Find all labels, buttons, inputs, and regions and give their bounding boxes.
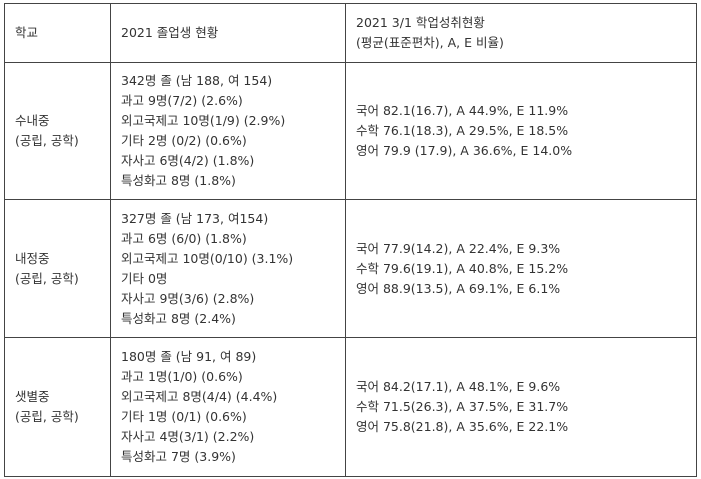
cell-line: 기타 0명 (121, 270, 168, 286)
table-cell: 샛별중 (공립, 공학) (4, 337, 111, 477)
cell-line: 영어 88.9(13.5), A 69.1%, E 6.1% (356, 280, 561, 296)
cell-line: 특성화고 8명 (2.4%) (121, 310, 236, 326)
cell-line: (공립, 공학) (15, 133, 79, 148)
cell-line: 자사고 9명(3/6) (2.8%) (121, 290, 255, 306)
table-cell: 2021 3/1 학업성취현황 (평균(표준편차), A, E 비율) (345, 3, 697, 63)
cell-line: 외고국제고 10명(1/9) (2.9%) (121, 113, 286, 128)
table-cell: 342명 졸 (남 188, 여 154) 과고 9명(7/2) (2.6%) 외고… (110, 62, 346, 200)
table-row: 내정중 (공립, 공학) 327명 졸 (남 173, 여154) 과고 6명 (6/… (4, 199, 697, 338)
cell-line: 2021 3/1 학업성취현황 (356, 15, 485, 30)
table-cell: 학교 (4, 3, 111, 63)
cell-line: 외고국제고 8명(4/4) (4.4%) (121, 389, 278, 404)
table-cell: 국어 82.1(16.7), A 44.9%, E 11.9% 수학 76.1(1… (345, 62, 697, 200)
cell-line: 샛별중 (15, 389, 50, 404)
cell-line: (공립, 공학) (15, 409, 79, 424)
header-row: 학교 2021 졸업생 현황 2021 3/1 학업성취현황 (평균(표준편차), A… (4, 3, 697, 63)
cell-line: 수학 76.1(18.3), A 29.5%, E 18.5% (356, 123, 569, 138)
cell-line: 자사고 6명(4/2) (1.8%) (121, 153, 255, 168)
cell-line: (공립, 공학) (15, 270, 79, 286)
cell-line: 국어 77.9(14.2), A 22.4%, E 9.3% (356, 240, 561, 256)
table-cell: 180명 졸 (남 91, 여 89) 과고 1명(1/0) (0.6%) 외고국제… (110, 337, 346, 477)
cell-line: 기타 2명 (0/2) (0.6%) (121, 133, 247, 148)
table-row: 샛별중 (공립, 공학) 180명 졸 (남 91, 여 89) 과고 1명(1/0)… (4, 337, 697, 477)
table-cell: 327명 졸 (남 173, 여154) 과고 6명 (6/0) (1.8%) 외고… (110, 199, 346, 338)
cell-line: 국어 82.1(16.7), A 44.9%, E 11.9% (356, 103, 569, 118)
table-cell: 국어 84.2(17.1), A 48.1%, E 9.6% 수학 71.5(26… (345, 337, 697, 477)
cell-line: 내정중 (15, 250, 50, 266)
table-row: 수내중 (공립, 공학) 342명 졸 (남 188, 여 154) 과고 9명(7/… (4, 62, 697, 200)
cell-line: 수학 79.6(19.1), A 40.8%, E 15.2% (356, 260, 569, 276)
cell-line: 외고국제고 10명(0/10) (3.1%) (121, 250, 294, 266)
table-cell: 내정중 (공립, 공학) (4, 199, 111, 338)
table-cell: 2021 졸업생 현황 (110, 3, 346, 63)
cell-line: 과고 1명(1/0) (0.6%) (121, 369, 243, 384)
cell-line: 과고 9명(7/2) (2.6%) (121, 93, 243, 108)
table-cell: 수내중 (공립, 공학) (4, 62, 111, 200)
cell-line: 영어 79.9 (17.9), A 36.6%, E 14.0% (356, 143, 573, 158)
cell-line: 327명 졸 (남 173, 여154) (121, 210, 269, 226)
cell-line: 특성화고 8명 (1.8%) (121, 173, 236, 188)
cell-line: 특성화고 7명 (3.9%) (121, 449, 236, 464)
table-cell: 국어 77.9(14.2), A 22.4%, E 9.3% 수학 79.6(19… (345, 199, 697, 338)
cell-line: 국어 84.2(17.1), A 48.1%, E 9.6% (356, 379, 561, 394)
table: 학교 2021 졸업생 현황 2021 3/1 학업성취현황 (평균(표준편차), A… (4, 3, 697, 477)
cell-line: 342명 졸 (남 188, 여 154) (121, 73, 273, 88)
cell-line: 자사고 4명(3/1) (2.2%) (121, 429, 255, 444)
cell-line: 180명 졸 (남 91, 여 89) (121, 349, 257, 364)
cell-line: (평균(표준편차), A, E 비율) (356, 35, 504, 50)
cell-line: 과고 6명 (6/0) (1.8%) (121, 230, 247, 246)
cell-line: 수학 71.5(26.3), A 37.5%, E 31.7% (356, 399, 569, 414)
cell-line: 학교 (15, 25, 39, 40)
cell-line: 수내중 (15, 113, 50, 128)
cell-line: 기타 1명 (0/1) (0.6%) (121, 409, 247, 424)
cell-line: 영어 75.8(21.8), A 35.6%, E 22.1% (356, 419, 569, 434)
cell-line: 2021 졸업생 현황 (121, 25, 219, 40)
